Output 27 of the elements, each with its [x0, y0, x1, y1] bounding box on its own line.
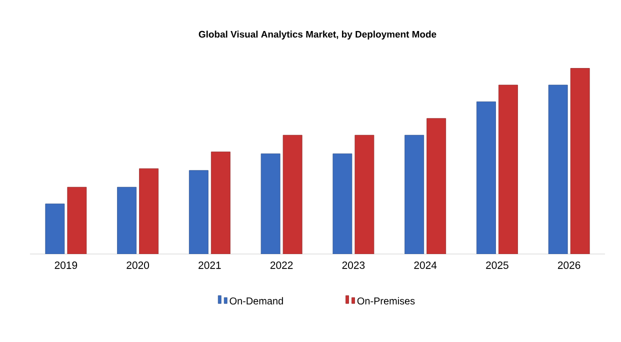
x-tick-label: 2024 — [414, 262, 437, 269]
bar — [117, 186, 137, 254]
bar — [210, 152, 230, 254]
x-tick-label: 2022 — [270, 262, 293, 269]
x-tick-label: 2020 — [126, 262, 150, 269]
bar — [476, 102, 496, 254]
x-tick-label: 2019 — [54, 262, 78, 269]
x-tick-label: 2021 — [198, 262, 221, 269]
bar — [548, 84, 568, 254]
bar — [67, 186, 87, 254]
x-tick-label: 2023 — [342, 262, 365, 269]
x-tick-label: 2026 — [558, 262, 580, 269]
legend-label: On-Demand — [230, 297, 283, 304]
x-tick-label: 2025 — [486, 262, 508, 269]
bar — [426, 118, 446, 254]
bar — [354, 134, 374, 254]
chart-title: Global Visual Analytics Market, by Deployment Mode — [198, 30, 436, 40]
bar — [570, 68, 590, 254]
bar — [188, 170, 208, 254]
legend-label: On-Premises — [357, 297, 415, 304]
bar — [332, 154, 352, 254]
bar — [498, 84, 518, 254]
bar — [282, 134, 302, 254]
bar — [260, 154, 280, 254]
bar — [404, 134, 424, 254]
bar — [45, 204, 65, 254]
bar — [139, 168, 159, 254]
